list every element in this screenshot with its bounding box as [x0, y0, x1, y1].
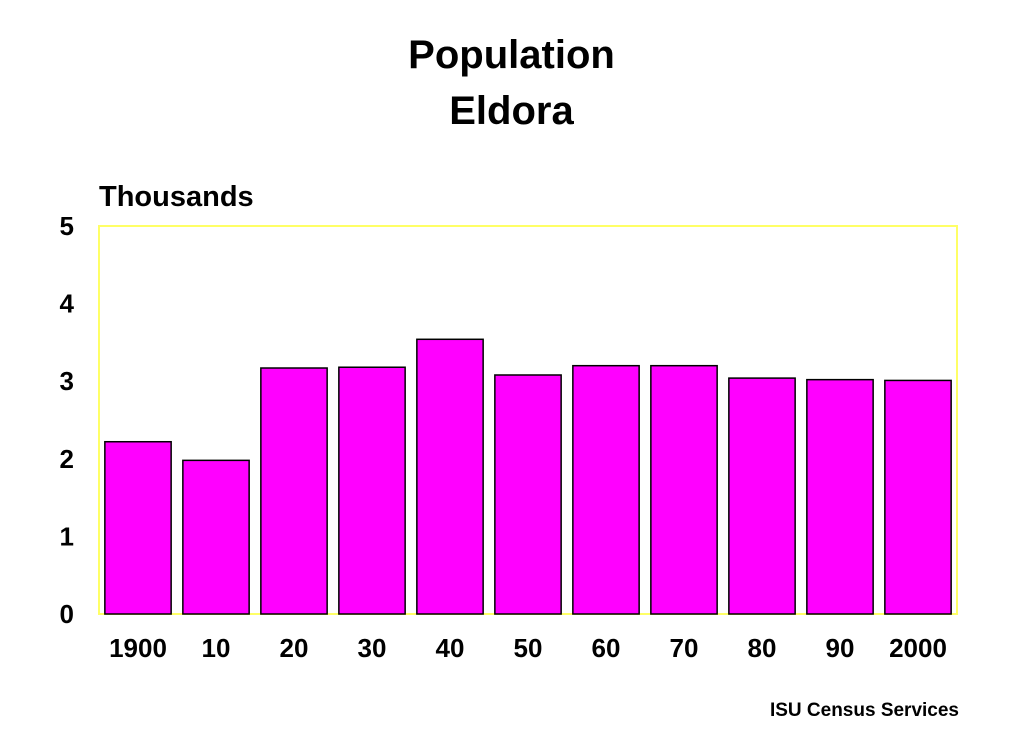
y-axis-ticks: 0 1 2 3 4 5 — [60, 211, 75, 629]
bar-10 — [182, 459, 250, 615]
x-tick-label: 40 — [436, 633, 465, 663]
x-tick-label: 10 — [202, 633, 231, 663]
bar-40 — [416, 338, 484, 615]
y-tick-label: 2 — [60, 444, 74, 474]
x-tick-label: 20 — [280, 633, 309, 663]
bar-70 — [650, 364, 718, 615]
bar-20 — [260, 367, 328, 615]
x-tick-label: 80 — [748, 633, 777, 663]
bars — [104, 338, 952, 615]
x-tick-label: 50 — [514, 633, 543, 663]
x-tick-label: 90 — [826, 633, 855, 663]
y-tick-label: 3 — [60, 366, 74, 396]
y-tick-label: 1 — [60, 521, 74, 551]
x-axis-ticks: 1900 10 20 30 40 50 60 70 80 90 2000 — [109, 633, 947, 663]
x-tick-label: 30 — [358, 633, 387, 663]
bar-60 — [572, 364, 640, 615]
chart-title-line-2: Eldora — [449, 89, 574, 133]
source-credit: ISU Census Services — [769, 700, 959, 721]
x-tick-label: 70 — [670, 633, 699, 663]
bar-80 — [728, 377, 796, 615]
y-tick-label: 4 — [60, 289, 75, 319]
chart-title-line-1: Population — [408, 33, 615, 77]
bar-50 — [494, 374, 562, 615]
bar-1900 — [104, 440, 172, 615]
bar-2000 — [884, 379, 952, 615]
bar-30 — [338, 366, 406, 615]
x-tick-label: 60 — [592, 633, 621, 663]
x-tick-label: 2000 — [889, 633, 947, 663]
y-tick-label: 0 — [60, 599, 74, 629]
x-tick-label: 1900 — [109, 633, 167, 663]
y-tick-label: 5 — [60, 211, 74, 241]
y-axis-label: Thousands — [99, 181, 254, 213]
bar-90 — [806, 378, 874, 615]
